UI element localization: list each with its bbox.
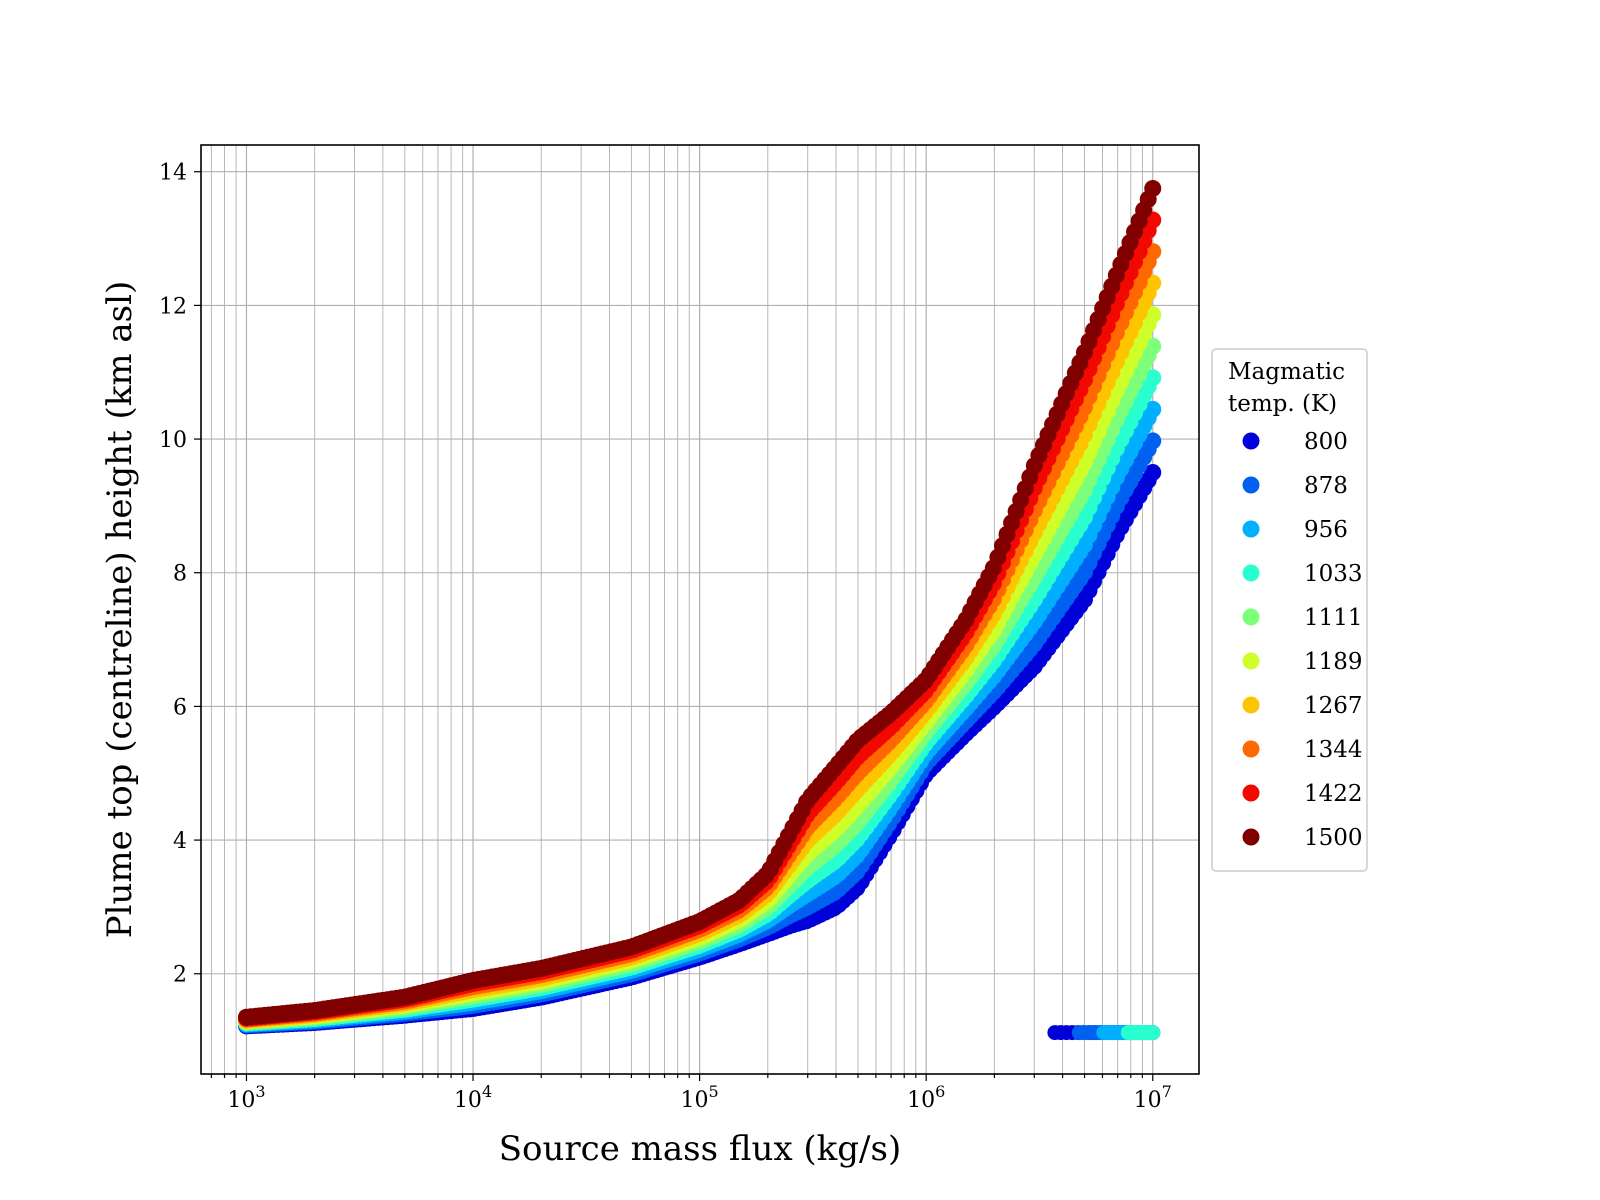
legend-label: 1344 <box>1304 737 1363 763</box>
data-point <box>1144 463 1162 481</box>
series-1500 <box>237 179 1162 1026</box>
x-tick-label: 107 <box>1134 1082 1172 1113</box>
y-axis-label: Plume top (centreline) height (km asl) <box>100 281 140 939</box>
legend-label: 956 <box>1304 517 1348 543</box>
y-tick-label: 10 <box>159 428 187 453</box>
legend-marker <box>1242 696 1260 714</box>
legend-label: 1500 <box>1304 825 1363 851</box>
data-point <box>1144 306 1162 324</box>
data-point <box>1144 369 1162 387</box>
legend-item-1111: 1111 <box>1242 605 1363 631</box>
data-point <box>1144 179 1162 197</box>
data-point <box>1144 274 1162 292</box>
y-tick-label: 4 <box>173 829 187 854</box>
legend-item-1422: 1422 <box>1242 781 1363 807</box>
low-cluster <box>1047 1025 1161 1041</box>
y-tick-label: 6 <box>173 695 187 720</box>
legend-title: temp. (K) <box>1228 391 1337 417</box>
legend-marker <box>1242 432 1260 450</box>
x-tick-label: 104 <box>454 1082 492 1113</box>
x-tick-label: 103 <box>227 1082 265 1113</box>
legend-item-1500: 1500 <box>1242 825 1363 851</box>
legend-item-1189: 1189 <box>1242 649 1363 675</box>
legend-marker <box>1242 476 1260 494</box>
legend-marker <box>1242 828 1260 846</box>
legend-marker <box>1242 652 1260 670</box>
y-tick-label: 12 <box>159 294 187 319</box>
legend-item-800: 800 <box>1242 429 1348 455</box>
legend-item-1344: 1344 <box>1242 737 1363 763</box>
legend-marker <box>1242 520 1260 538</box>
legend: Magmatic temp. (K) 800 878 956 1033 1111 1189… <box>1211 348 1368 872</box>
legend-label: 800 <box>1304 429 1348 455</box>
legend-marker <box>1242 740 1260 758</box>
data-point <box>1145 1025 1161 1041</box>
data-point <box>1144 337 1162 355</box>
legend-label: 1189 <box>1304 649 1363 675</box>
y-tick-label: 8 <box>173 562 187 587</box>
y-tick-label: 14 <box>159 161 187 186</box>
legend-marker <box>1242 608 1260 626</box>
x-tick-label: 106 <box>907 1082 945 1113</box>
y-tick-label: 2 <box>173 963 187 988</box>
legend-item-956: 956 <box>1242 517 1348 543</box>
legend-item-1033: 1033 <box>1242 561 1363 587</box>
legend-label: 878 <box>1304 473 1348 499</box>
legend-marker <box>1242 564 1260 582</box>
legend-item-1267: 1267 <box>1242 693 1363 719</box>
data-point <box>1144 432 1162 450</box>
x-axis-label: Source mass flux (kg/s) <box>499 1129 901 1169</box>
legend-label: 1422 <box>1304 781 1363 807</box>
legend-label: 1111 <box>1304 605 1363 631</box>
legend-label: 1267 <box>1304 693 1363 719</box>
x-tick-label: 105 <box>681 1082 719 1113</box>
scatter-points <box>237 179 1162 1041</box>
legend-label: 1033 <box>1304 561 1363 587</box>
legend-marker <box>1242 784 1260 802</box>
axis-ticks: 2 4 6 8 10 12 14 103 104 105 106 107 <box>159 161 1172 1113</box>
legend-title: Magmatic <box>1228 359 1345 385</box>
legend-item-878: 878 <box>1242 473 1348 499</box>
data-point <box>1144 400 1162 418</box>
